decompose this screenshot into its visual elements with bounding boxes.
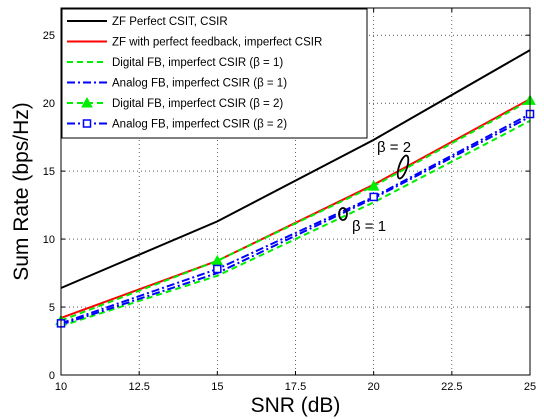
series-line xyxy=(60,49,531,289)
legend-item: ZF Perfect CSIT, CSIR xyxy=(67,16,228,28)
series-line xyxy=(60,113,531,325)
tick-labels: 10 12.5 15 17.5 20 22.5 25 0 5 10 15 20 25 xyxy=(43,30,536,393)
y-tick-label: 10 xyxy=(43,234,55,246)
legend-marker xyxy=(81,96,93,108)
legend-item: Analog FB, imperfect CSIR (β = 2) xyxy=(67,119,287,131)
x-tick-label: 15 xyxy=(211,381,223,393)
beta-1-ellipse xyxy=(338,207,348,221)
legend-item: ZF with perfect feedback, imperfect CSIR xyxy=(67,37,322,49)
series-1 xyxy=(60,49,531,289)
legend-label: Digital FB, imperfect CSIR (β = 2) xyxy=(112,98,283,110)
legend-box xyxy=(61,8,368,139)
data-point xyxy=(369,192,378,202)
beta-2-ellipse xyxy=(396,154,410,180)
series-3 xyxy=(60,119,531,328)
legend-item: Digital FB, imperfect CSIR (β = 1) xyxy=(67,57,283,69)
data-point xyxy=(213,264,222,274)
x-tick-label: 20 xyxy=(368,381,380,393)
beta-1-label: β = 1 xyxy=(352,218,386,235)
y-tick-label: 25 xyxy=(43,30,55,42)
series-4 xyxy=(60,115,531,326)
y-tick-label: 15 xyxy=(43,166,55,178)
x-tick-label: 22.5 xyxy=(441,381,462,393)
x-tick-label: 17.5 xyxy=(285,381,306,393)
series-layer xyxy=(55,49,536,328)
legend: ZF Perfect CSIT, CSIR ZF with perfect fee… xyxy=(61,8,368,139)
legend-label: Digital FB, imperfect CSIR (β = 1) xyxy=(112,57,283,69)
annotations: β = 2 β = 1 xyxy=(338,139,411,235)
legend-label: Analog FB, imperfect CSIR (β = 1) xyxy=(112,78,287,90)
series-line xyxy=(60,115,531,326)
legend-marker xyxy=(82,119,92,128)
y-tick-label: 0 xyxy=(49,370,55,382)
series-line xyxy=(60,99,531,322)
beta-2-label: β = 2 xyxy=(377,139,411,156)
x-tick-label: 25 xyxy=(524,381,536,393)
legend-label: Analog FB, imperfect CSIR (β = 2) xyxy=(112,119,287,131)
data-point xyxy=(367,180,380,191)
x-tick-label: 10 xyxy=(55,381,67,393)
y-axis-title: Sum Rate (bps/Hz) xyxy=(10,102,33,281)
plot-frame xyxy=(60,7,531,376)
legend-label: ZF with perfect feedback, imperfect CSIR xyxy=(112,37,322,49)
x-axis-title: SNR (dB) xyxy=(251,394,341,417)
legend-item: Analog FB, imperfect CSIR (β = 1) xyxy=(67,78,287,90)
legend-item: Digital FB, imperfect CSIR (β = 2) xyxy=(67,96,283,110)
legend-label: ZF Perfect CSIT, CSIR xyxy=(112,16,228,28)
y-tick-label: 20 xyxy=(43,98,55,110)
y-tick-label: 5 xyxy=(49,302,55,314)
data-point xyxy=(211,254,224,266)
x-tick-label: 12.5 xyxy=(128,381,149,393)
series-line xyxy=(60,119,531,328)
